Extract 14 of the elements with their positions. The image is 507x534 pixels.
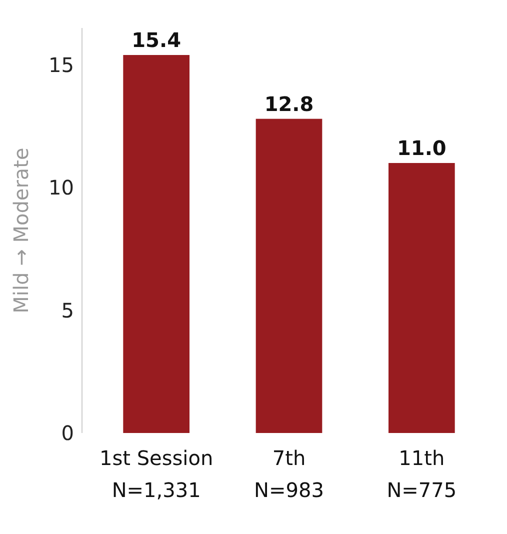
data-label: 11.0 (396, 136, 446, 160)
bar (388, 163, 455, 433)
bar (256, 118, 322, 433)
x-tick-label: 11th N=775 (386, 446, 457, 502)
x-tick-label: 7th N=983 (254, 446, 324, 502)
y-axis-title: Mild → Moderate (9, 148, 33, 314)
x-tick-label: 1st Session N=1,331 (100, 446, 214, 502)
y-tick-label: 5 (61, 298, 74, 322)
data-label: 12.8 (264, 92, 314, 116)
bar (123, 55, 190, 433)
y-tick-label: 15 (48, 52, 74, 77)
data-label: 15.4 (132, 28, 182, 52)
y-tick-label: 10 (48, 176, 74, 200)
y-tick-label: 0 (61, 421, 74, 445)
